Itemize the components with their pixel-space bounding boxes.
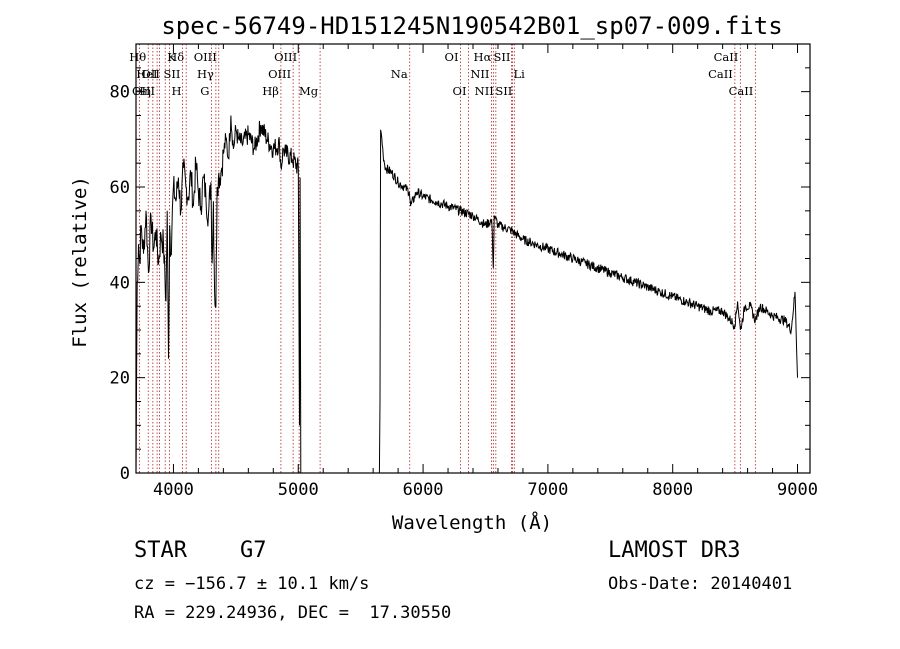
observation-date: Obs-Date: 20140401 xyxy=(608,574,793,594)
object-class: STAR G7 xyxy=(134,538,267,563)
y-axis-label: Flux (relative) xyxy=(69,176,91,348)
y-tick-label: 20 xyxy=(110,369,130,389)
spectral-line-label: Na xyxy=(391,67,408,81)
y-tick-label: 60 xyxy=(110,178,130,198)
spectral-line-label: Hα xyxy=(474,50,492,64)
x-axis-label: Wavelength (Å) xyxy=(392,511,552,534)
spectral-line-label: NII xyxy=(470,67,489,81)
spectral-line-label: OIII xyxy=(268,67,291,81)
spectral-line-label: OIII xyxy=(274,50,297,64)
survey-name: LAMOST DR3 xyxy=(608,538,741,563)
spectral-line-label: OIII xyxy=(132,84,155,98)
spectral-line-label: HeI xyxy=(136,67,157,81)
x-tick-label: 7000 xyxy=(527,480,568,500)
x-tick-label: 5000 xyxy=(278,480,319,500)
spectral-line-label: Hδ xyxy=(167,50,184,64)
y-tick-label: 40 xyxy=(110,273,130,293)
x-tick-label: 9000 xyxy=(777,480,818,500)
spectral-line-label: CaII xyxy=(708,67,733,81)
x-tick-label: 6000 xyxy=(403,480,444,500)
spectral-line-label: Hη xyxy=(134,84,151,98)
spectral-line-label: CaII xyxy=(729,84,754,98)
spectral-line-label: NII xyxy=(475,84,494,98)
spectral-line-label: OI xyxy=(445,50,459,64)
spectral-line-label: CaII xyxy=(714,50,739,64)
spectral-line-label: Hβ xyxy=(262,84,279,98)
spectral-line-label: Li xyxy=(513,67,525,81)
spectral-line-label: OIII xyxy=(194,50,217,64)
coordinates: RA = 229.24936, DEC = 17.30550 xyxy=(134,603,452,623)
spectral-line-label: SII xyxy=(163,67,180,81)
y-tick-label: 80 xyxy=(110,83,130,103)
plot-frame xyxy=(135,43,811,474)
spectral-line-label: Hθ xyxy=(129,50,146,64)
spectral-line-label: OII xyxy=(141,67,160,81)
spectral-line-markers xyxy=(138,44,756,473)
spectral-line-label: SII xyxy=(495,84,512,98)
y-axis: 0 20 40 60 80 xyxy=(110,43,810,484)
redshift-velocity: cz = −156.7 ± 10.1 km/s xyxy=(134,574,370,594)
spectral-line-labels: OIIHθHηOIIIHeIKHSIIHδGHγOIIIHβOIIIOIIIMg… xyxy=(129,50,753,98)
spectral-line-label: Hγ xyxy=(197,67,214,81)
spectrum-series xyxy=(135,115,798,474)
spectral-line-label: K xyxy=(167,50,176,64)
y-tick-label: 0 xyxy=(120,464,130,484)
spectral-line-label: Mg xyxy=(299,84,319,98)
spectral-line-label: OI xyxy=(453,84,467,98)
x-tick-label: 4000 xyxy=(153,480,194,500)
chart-title: spec-56749-HD151245N190542B01_sp07-009.f… xyxy=(161,12,782,40)
spectral-line-label: SII xyxy=(493,50,510,64)
spectral-line-label: H xyxy=(171,84,181,98)
x-tick-label: 8000 xyxy=(652,480,693,500)
spectral-line-label: G xyxy=(200,84,209,98)
spectrum-line xyxy=(135,115,798,474)
x-axis: 4000 5000 6000 7000 8000 9000 xyxy=(153,44,818,500)
